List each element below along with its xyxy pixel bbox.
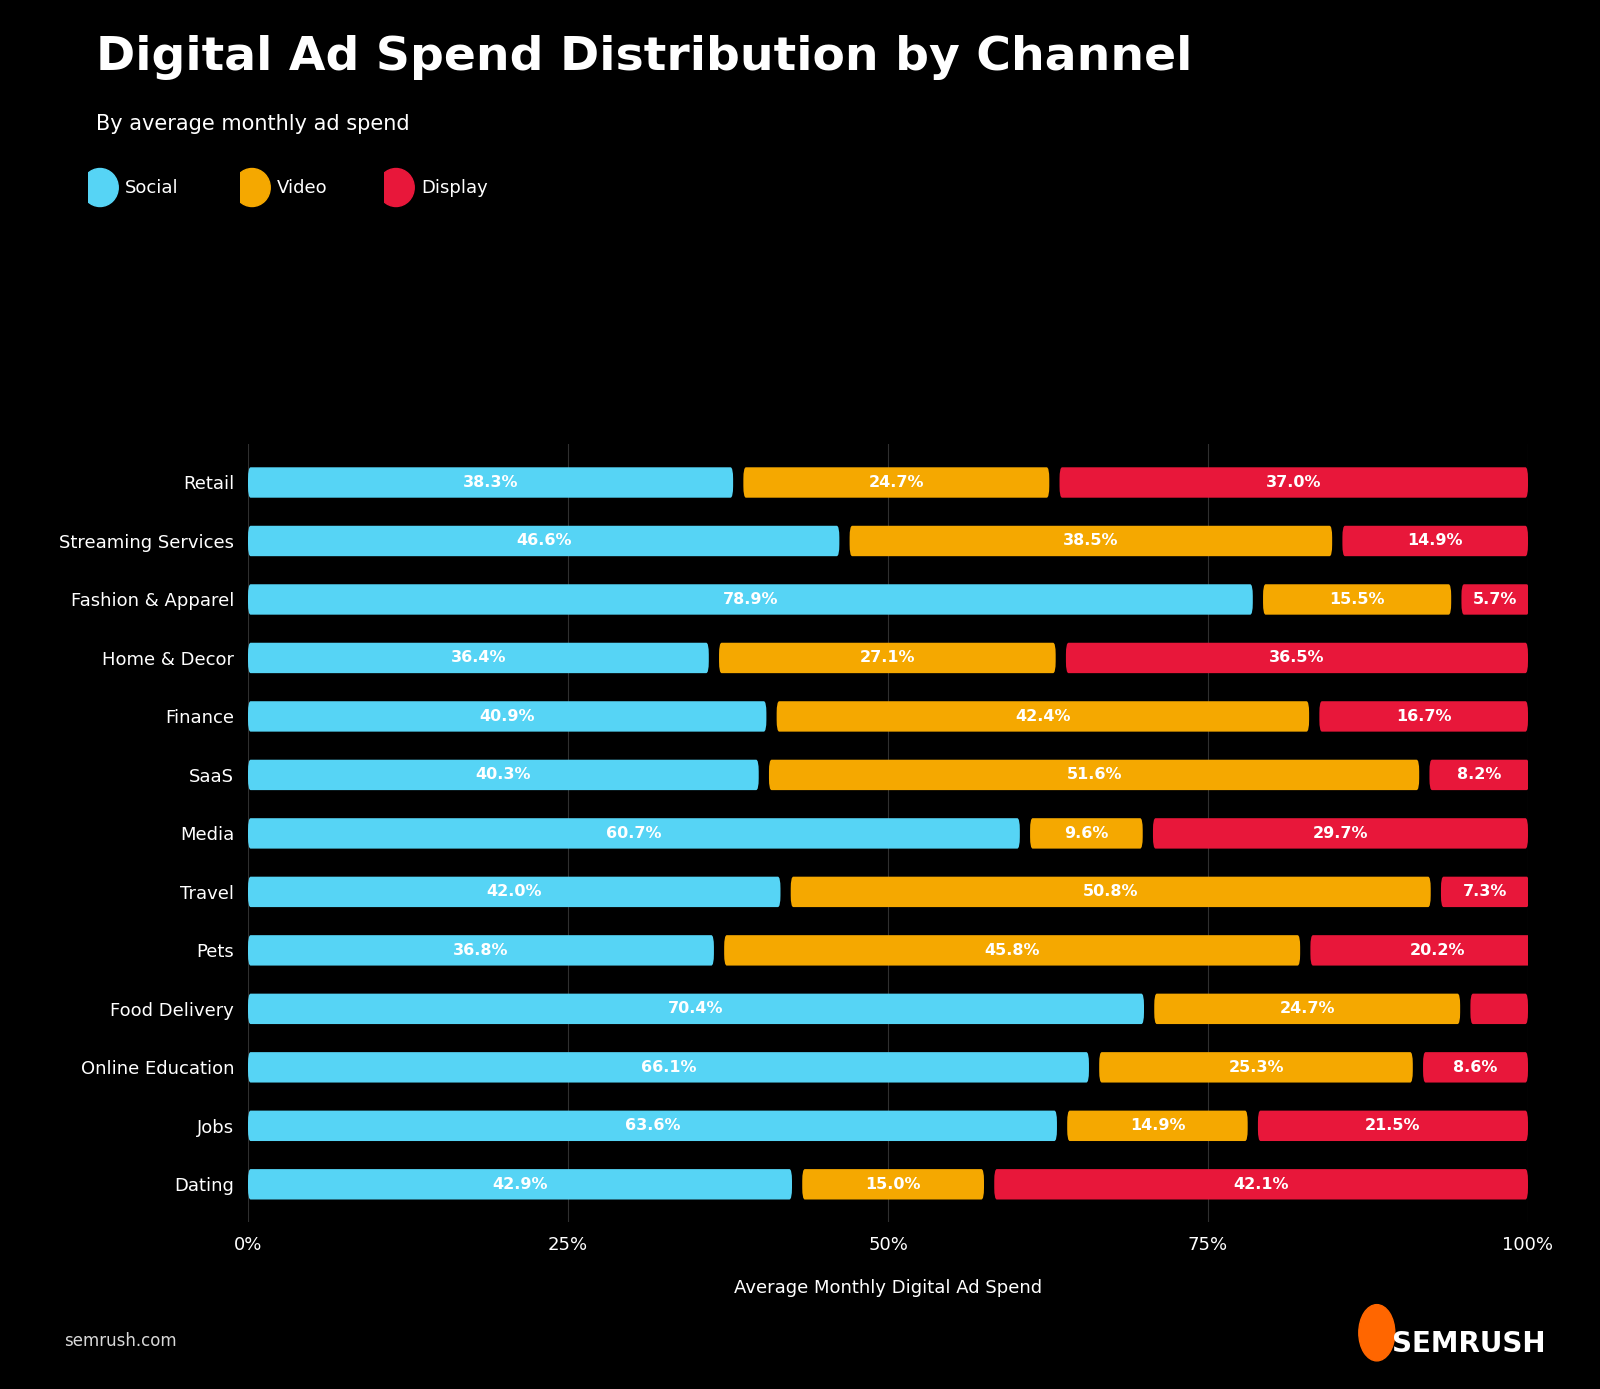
FancyBboxPatch shape xyxy=(248,701,766,732)
Text: 9.6%: 9.6% xyxy=(1064,826,1109,840)
FancyBboxPatch shape xyxy=(718,643,1056,674)
Text: 21.5%: 21.5% xyxy=(1365,1118,1421,1133)
FancyBboxPatch shape xyxy=(248,935,714,965)
Text: 42.4%: 42.4% xyxy=(1014,708,1070,724)
FancyBboxPatch shape xyxy=(248,1111,1058,1140)
Text: 29.7%: 29.7% xyxy=(1312,826,1368,840)
Text: 51.6%: 51.6% xyxy=(1066,767,1122,782)
FancyBboxPatch shape xyxy=(1262,585,1451,615)
Text: semrush.com: semrush.com xyxy=(64,1332,176,1350)
FancyBboxPatch shape xyxy=(725,935,1301,965)
FancyBboxPatch shape xyxy=(1154,993,1461,1024)
Text: 38.3%: 38.3% xyxy=(462,475,518,490)
Circle shape xyxy=(82,168,118,207)
FancyBboxPatch shape xyxy=(1442,876,1530,907)
Text: 37.0%: 37.0% xyxy=(1266,475,1322,490)
Text: 14.9%: 14.9% xyxy=(1130,1118,1186,1133)
FancyBboxPatch shape xyxy=(248,467,733,497)
FancyBboxPatch shape xyxy=(1310,935,1563,965)
Text: 46.6%: 46.6% xyxy=(515,533,571,549)
Text: 24.7%: 24.7% xyxy=(1280,1001,1334,1017)
Text: 70.4%: 70.4% xyxy=(669,1001,723,1017)
X-axis label: Average Monthly Digital Ad Spend: Average Monthly Digital Ad Spend xyxy=(734,1279,1042,1297)
FancyBboxPatch shape xyxy=(248,1170,792,1200)
FancyBboxPatch shape xyxy=(1320,701,1528,732)
Text: 36.8%: 36.8% xyxy=(453,943,509,958)
FancyBboxPatch shape xyxy=(248,585,1253,615)
FancyBboxPatch shape xyxy=(1154,818,1528,849)
FancyBboxPatch shape xyxy=(248,760,758,790)
FancyBboxPatch shape xyxy=(248,643,709,674)
FancyBboxPatch shape xyxy=(1066,643,1528,674)
FancyBboxPatch shape xyxy=(850,526,1333,556)
Text: Digital Ad Spend Distribution by Channel: Digital Ad Spend Distribution by Channel xyxy=(96,35,1192,79)
Text: 40.3%: 40.3% xyxy=(475,767,531,782)
Text: 27.1%: 27.1% xyxy=(859,650,915,665)
Text: 42.0%: 42.0% xyxy=(486,885,542,900)
Text: 50.8%: 50.8% xyxy=(1083,885,1139,900)
FancyBboxPatch shape xyxy=(1342,526,1528,556)
FancyBboxPatch shape xyxy=(994,1170,1528,1200)
Text: Display: Display xyxy=(421,179,488,196)
Text: 8.2%: 8.2% xyxy=(1458,767,1501,782)
FancyBboxPatch shape xyxy=(802,1170,984,1200)
Text: 5.7%: 5.7% xyxy=(1474,592,1517,607)
Text: 42.1%: 42.1% xyxy=(1234,1176,1290,1192)
Text: 20.2%: 20.2% xyxy=(1410,943,1466,958)
Text: 66.1%: 66.1% xyxy=(640,1060,696,1075)
Text: By average monthly ad spend: By average monthly ad spend xyxy=(96,114,410,133)
Circle shape xyxy=(1358,1304,1395,1361)
Text: 25.3%: 25.3% xyxy=(1229,1060,1283,1075)
Text: 60.7%: 60.7% xyxy=(606,826,662,840)
FancyBboxPatch shape xyxy=(248,818,1019,849)
FancyBboxPatch shape xyxy=(744,467,1050,497)
FancyBboxPatch shape xyxy=(776,701,1309,732)
Text: 78.9%: 78.9% xyxy=(723,592,778,607)
FancyBboxPatch shape xyxy=(790,876,1430,907)
FancyBboxPatch shape xyxy=(248,1051,1090,1082)
Text: 42.9%: 42.9% xyxy=(493,1176,547,1192)
FancyBboxPatch shape xyxy=(248,526,840,556)
FancyBboxPatch shape xyxy=(1422,1051,1528,1082)
Text: 7.3%: 7.3% xyxy=(1462,885,1507,900)
FancyBboxPatch shape xyxy=(1461,585,1530,615)
Text: 36.4%: 36.4% xyxy=(451,650,506,665)
FancyBboxPatch shape xyxy=(1030,818,1142,849)
FancyBboxPatch shape xyxy=(248,876,781,907)
Text: 8.6%: 8.6% xyxy=(1453,1060,1498,1075)
FancyBboxPatch shape xyxy=(1059,467,1528,497)
FancyBboxPatch shape xyxy=(1429,760,1530,790)
Circle shape xyxy=(234,168,270,207)
Text: 45.8%: 45.8% xyxy=(984,943,1040,958)
Text: 36.5%: 36.5% xyxy=(1269,650,1325,665)
Text: 16.7%: 16.7% xyxy=(1395,708,1451,724)
Text: 15.0%: 15.0% xyxy=(866,1176,922,1192)
FancyBboxPatch shape xyxy=(248,993,1144,1024)
FancyBboxPatch shape xyxy=(1258,1111,1528,1140)
FancyBboxPatch shape xyxy=(770,760,1419,790)
Text: 63.6%: 63.6% xyxy=(624,1118,680,1133)
FancyBboxPatch shape xyxy=(1470,993,1528,1024)
Text: 14.9%: 14.9% xyxy=(1408,533,1462,549)
Text: 40.9%: 40.9% xyxy=(480,708,534,724)
Text: SEMRUSH: SEMRUSH xyxy=(1392,1331,1546,1358)
Text: 24.7%: 24.7% xyxy=(869,475,925,490)
Text: 15.5%: 15.5% xyxy=(1330,592,1386,607)
Text: 38.5%: 38.5% xyxy=(1062,533,1118,549)
Text: Video: Video xyxy=(277,179,328,196)
Circle shape xyxy=(378,168,414,207)
Text: Social: Social xyxy=(125,179,179,196)
FancyBboxPatch shape xyxy=(1067,1111,1248,1140)
FancyBboxPatch shape xyxy=(1099,1051,1413,1082)
